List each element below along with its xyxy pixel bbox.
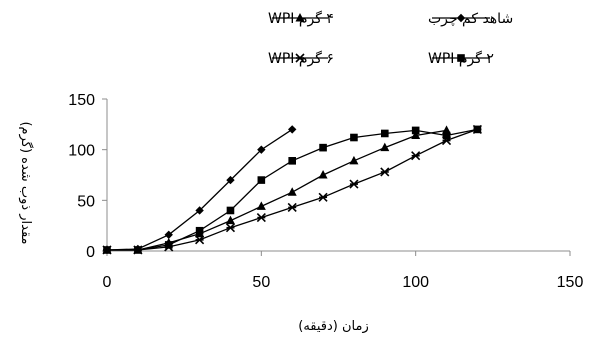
legend-label: ۲ گرم WPI <box>428 50 494 67</box>
data-point-triangle <box>349 155 359 165</box>
data-point-star <box>318 192 328 202</box>
legend-item: ۲ گرم WPI <box>428 50 494 67</box>
data-point-diamond <box>288 125 297 134</box>
data-point-diamond <box>164 230 173 239</box>
plot-area <box>102 124 482 255</box>
data-point-square <box>226 206 235 215</box>
x-tick-label: 100 <box>402 274 429 291</box>
data-point-square <box>442 131 451 140</box>
y-axis-label: مقدار ذوب شده (گرم) <box>18 121 34 244</box>
data-point-star <box>380 167 390 177</box>
data-point-diamond <box>226 175 235 185</box>
legend-item: ۶ گرم WPI <box>268 50 334 67</box>
legend-label: شاهد کم چرب <box>428 11 513 27</box>
y-tick-label: 150 <box>68 92 95 109</box>
data-point-square <box>195 226 204 235</box>
data-point-triangle <box>380 142 390 152</box>
data-point-star <box>195 235 205 245</box>
legend-label: ۶ گرم WPI <box>268 50 334 67</box>
y-tick-label: 100 <box>68 143 95 160</box>
legend-item: ۴ گرم WPI <box>268 10 334 27</box>
data-point-square <box>134 246 142 254</box>
x-axis-label: زمان (دقیقه) <box>298 319 369 334</box>
data-point-triangle <box>411 130 421 139</box>
data-point-star <box>295 53 305 63</box>
y-tick-label: 0 <box>86 244 95 261</box>
data-point-triangle <box>295 13 305 22</box>
data-point-star <box>225 223 236 233</box>
data-point-diamond <box>195 206 204 215</box>
x-tick-label: 150 <box>557 274 584 291</box>
y-tick-label: 50 <box>77 193 95 210</box>
data-point-square <box>288 157 296 165</box>
legend-label: ۴ گرم WPI <box>268 10 334 27</box>
data-point-square <box>473 125 482 134</box>
data-point-star <box>256 212 266 223</box>
axes: 0 50 100 150 0 50 100 150 <box>68 92 583 291</box>
data-point-diamond <box>456 13 466 23</box>
series-square <box>103 125 482 254</box>
data-point-square <box>381 129 389 138</box>
data-point-star <box>287 202 297 212</box>
data-point-square <box>350 133 358 142</box>
data-point-square <box>319 143 327 152</box>
data-point-square <box>103 246 111 254</box>
series-triangle <box>102 125 452 254</box>
data-point-diamond <box>257 145 266 154</box>
data-point-star <box>349 179 359 189</box>
legend: شاهد کم چرب ۴ گرم WPI ۲ گرم WPI ۶ گرم WPI <box>268 10 513 67</box>
data-point-triangle <box>225 215 235 225</box>
data-point-triangle <box>287 187 297 196</box>
data-point-square <box>164 241 173 249</box>
data-point-square <box>257 176 266 184</box>
x-tick-label: 0 <box>103 274 112 291</box>
data-point-star <box>411 151 421 161</box>
data-point-triangle <box>256 201 266 210</box>
x-tick-label: 50 <box>252 274 270 291</box>
data-point-square <box>411 126 420 135</box>
series-line <box>107 129 447 251</box>
legend-item: شاهد کم چرب <box>428 11 513 27</box>
data-point-triangle <box>318 170 328 179</box>
data-point-square <box>457 54 465 62</box>
